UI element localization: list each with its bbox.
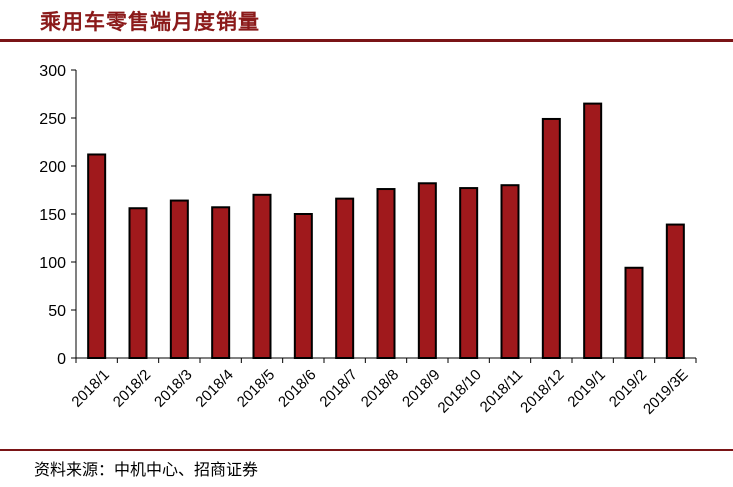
bar <box>87 153 107 359</box>
bar <box>335 197 355 359</box>
bar-chart: 0501001502002503002018/12018/22018/32018… <box>39 63 697 418</box>
x-category-label: 2019/1 <box>564 366 608 410</box>
x-category-label: 2018/11 <box>477 366 527 416</box>
x-category-label: 2018/4 <box>192 366 236 410</box>
y-tick-label: 50 <box>48 303 66 320</box>
y-tick-label: 100 <box>39 255 66 272</box>
bar <box>624 266 644 360</box>
bar <box>541 117 561 359</box>
x-category-label: 2018/6 <box>275 366 319 410</box>
bar <box>459 187 479 359</box>
bar <box>665 223 685 359</box>
x-category-label: 2018/12 <box>517 366 567 416</box>
page-title: 乘用车零售端月度销量 <box>40 9 260 34</box>
bar <box>376 188 396 359</box>
x-category-label: 2019/3E <box>640 366 692 418</box>
x-category-label: 2018/5 <box>234 366 278 410</box>
x-category-label: 2018/10 <box>435 366 485 416</box>
y-tick-label: 0 <box>57 351 66 368</box>
bar <box>128 207 148 359</box>
bar <box>169 199 189 359</box>
x-category-label: 2018/1 <box>68 366 112 410</box>
bar <box>252 193 272 359</box>
bar <box>500 184 520 359</box>
bar <box>583 102 603 359</box>
x-category-label: 2018/8 <box>358 366 402 410</box>
x-category-label: 2018/3 <box>151 366 195 410</box>
y-tick-label: 150 <box>39 207 66 224</box>
y-tick-label: 200 <box>39 159 66 176</box>
bar <box>211 206 231 359</box>
x-category-label: 2018/7 <box>316 366 360 410</box>
bar <box>293 213 313 359</box>
y-tick-label: 300 <box>39 63 66 80</box>
footer-divider <box>0 449 733 451</box>
y-tick-label: 250 <box>39 111 66 128</box>
bar <box>417 182 437 359</box>
x-category-label: 2018/2 <box>110 366 154 410</box>
title-divider <box>0 39 733 42</box>
source-note: 资料来源：中机中心、招商证券 <box>34 460 259 479</box>
